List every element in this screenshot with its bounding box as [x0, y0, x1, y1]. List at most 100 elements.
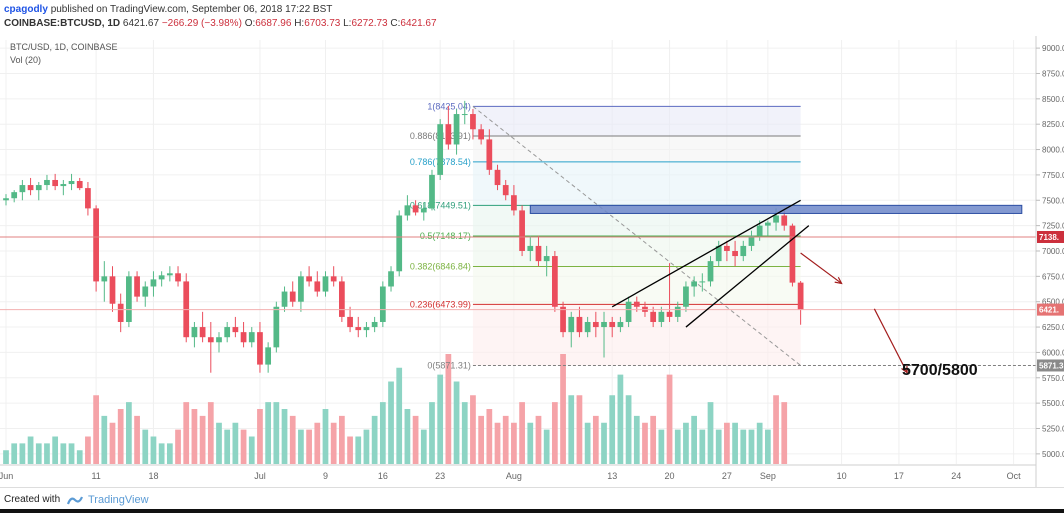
- candle-body: [306, 276, 312, 282]
- candle-body: [764, 222, 771, 226]
- legend-symbol: BTC/USD, 1D, COINBASE: [10, 42, 118, 52]
- candle-body: [519, 210, 525, 251]
- volume-bar: [101, 415, 108, 464]
- author-name[interactable]: cpagodly: [4, 4, 48, 15]
- volume-bar: [44, 443, 50, 464]
- volume-bar: [134, 415, 140, 464]
- volume-bar: [52, 436, 59, 464]
- candle-body: [674, 306, 681, 317]
- price-tick-label: 6250.00: [1042, 323, 1064, 332]
- tradingview-logo-icon[interactable]: [66, 493, 84, 511]
- candle-body: [248, 332, 255, 343]
- candle-body: [478, 129, 485, 140]
- candle-body: [568, 316, 575, 333]
- candle-body: [420, 208, 427, 213]
- candle-body: [560, 306, 566, 333]
- volume-bar: [650, 415, 657, 464]
- price-tag-box: [1037, 359, 1064, 372]
- volume-bar: [470, 395, 476, 464]
- volume-bar: [273, 402, 280, 464]
- candle-body: [543, 256, 550, 262]
- tradingview-brand[interactable]: TradingView: [88, 494, 149, 506]
- bottom-bar: [0, 509, 1064, 513]
- price-axis-labels[interactable]: 5000.00 5250.00 5500.00 5750.00 6000.00 6250.…: [1036, 44, 1064, 459]
- candle-body: [11, 192, 18, 199]
- candle-body: [240, 332, 247, 343]
- candle-body: [486, 139, 493, 170]
- candle-body: [68, 180, 75, 185]
- volume-bar: [339, 415, 345, 464]
- projection-arrow-2-head: [901, 365, 908, 374]
- projection-arrow-1: [800, 252, 842, 284]
- time-tick-label: Oct: [1007, 471, 1022, 481]
- candle-body: [126, 276, 132, 322]
- volume-bar: [494, 422, 501, 464]
- volume-bar: [715, 429, 722, 464]
- fib-level-label: 0(5871.31): [427, 360, 471, 370]
- candle-body: [412, 205, 419, 213]
- volume-bar: [502, 415, 509, 464]
- price-chart[interactable]: 1(8425.04)0.886(8133.91)0.786(7878.54)0.…: [0, 36, 1064, 487]
- volume-bar: [85, 436, 91, 464]
- candle-body: [371, 321, 378, 328]
- volume-bar: [68, 443, 75, 464]
- volume-bar: [19, 443, 26, 464]
- candle-body: [732, 250, 738, 257]
- volume-bar: [166, 443, 173, 464]
- target-annotation: 5700/5800: [902, 362, 978, 379]
- candle-body: [404, 205, 411, 216]
- volume-bar: [429, 402, 435, 464]
- legend-volume: Vol (20): [10, 55, 41, 65]
- time-tick-label: 17: [894, 471, 904, 481]
- candle-body: [3, 198, 9, 201]
- candle-body: [27, 185, 34, 191]
- candle-body: [789, 225, 796, 283]
- volume-bar: [535, 415, 542, 464]
- candle-body: [93, 208, 99, 282]
- candle-body: [158, 275, 165, 280]
- volume-bar: [314, 422, 321, 464]
- time-tick-label: Jul: [254, 471, 266, 481]
- drawings[interactable]: [0, 199, 1036, 374]
- candle-body: [166, 273, 173, 276]
- volume-bar: [560, 354, 566, 464]
- wedge-lower-line: [685, 225, 810, 328]
- time-axis-labels[interactable]: Jun 11 18 Jul 9 16 23 Aug 13 20 27 Sep 10 17 24 Oct: [0, 471, 1021, 481]
- volume-bar: [347, 436, 353, 464]
- fib-level-label: 0.618(7449.51): [410, 200, 471, 210]
- volume-bars: [3, 354, 788, 464]
- candlesticks: [3, 100, 804, 373]
- volume-bar: [27, 436, 34, 464]
- volume-bar: [232, 422, 239, 464]
- volume-bar: [666, 374, 673, 464]
- time-tick-label: 20: [665, 471, 675, 481]
- volume-bar: [76, 450, 83, 464]
- volume-bar: [396, 367, 403, 464]
- price-tick-label: 6750.00: [1042, 272, 1064, 281]
- volume-bar: [412, 415, 419, 464]
- price-tick-label: 5000.00: [1042, 450, 1064, 459]
- low-label: L:: [343, 18, 352, 29]
- volume-bar: [437, 374, 444, 464]
- volume-bar: [707, 402, 714, 464]
- candle-body: [216, 337, 222, 343]
- candle-body: [511, 195, 517, 211]
- candle-body: [633, 301, 640, 307]
- volume-bar: [289, 415, 296, 464]
- candle-body: [134, 276, 140, 297]
- candle-body: [289, 291, 296, 302]
- volume-bar: [322, 409, 329, 464]
- price-tick-label: 8750.00: [1042, 69, 1064, 78]
- volume-bar: [576, 395, 583, 464]
- volume-bar: [461, 402, 468, 464]
- candle-body: [609, 321, 616, 328]
- fib-level-label: 0.382(6846.84): [410, 262, 471, 272]
- time-tick-label: 18: [148, 471, 158, 481]
- time-tick-label: 9: [323, 471, 328, 481]
- projection-arrow-2: [873, 308, 908, 373]
- volume-bar: [486, 409, 493, 464]
- volume-bar: [519, 402, 525, 464]
- candle-body: [756, 225, 763, 236]
- time-tick-label: 10: [837, 471, 847, 481]
- candle-body: [175, 273, 181, 282]
